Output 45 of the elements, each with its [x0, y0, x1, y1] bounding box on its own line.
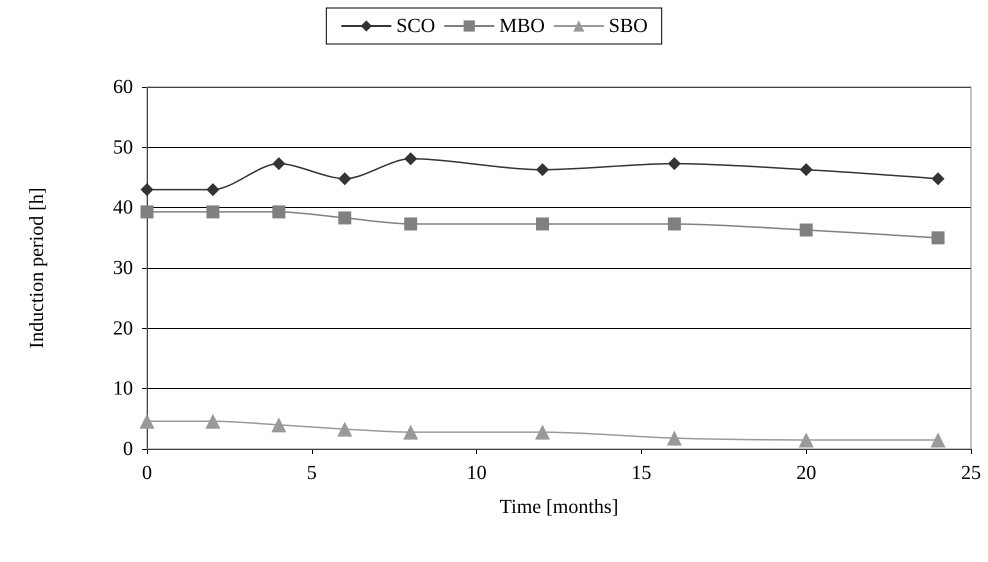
x-tick-label: 15 — [631, 462, 652, 484]
x-tick-label: 25 — [961, 462, 981, 484]
x-tick-label: 0 — [142, 462, 152, 484]
point — [140, 183, 154, 196]
point — [403, 424, 418, 440]
y-tick-label: 10 — [113, 378, 133, 400]
legend-label: SCO — [396, 15, 436, 37]
point — [536, 217, 550, 230]
point — [338, 172, 352, 186]
point — [800, 223, 813, 236]
x-axis-title: Time [months] — [500, 496, 618, 518]
point — [666, 430, 682, 446]
x-tick-label: 5 — [306, 462, 317, 484]
point — [206, 205, 220, 218]
point — [140, 205, 154, 218]
point — [798, 432, 814, 448]
x-tick-label: 10 — [466, 462, 487, 484]
legend-label: MBO — [499, 15, 545, 37]
point — [404, 217, 418, 230]
y-tick-label: 60 — [113, 76, 133, 98]
y-tick-label: 30 — [113, 257, 133, 279]
point — [932, 172, 945, 186]
point — [272, 205, 286, 218]
point — [272, 157, 286, 170]
y-tick-label: 40 — [113, 196, 133, 219]
point — [206, 183, 220, 196]
point — [271, 417, 286, 432]
legend-label: SBO — [608, 15, 648, 37]
point — [404, 152, 418, 166]
point — [930, 432, 946, 448]
y-tick-label: 20 — [113, 317, 133, 340]
x-tick-label: 20 — [796, 462, 816, 484]
point — [535, 424, 550, 440]
point — [668, 217, 681, 230]
y-axis-title: Induction period [h] — [26, 187, 48, 349]
point — [668, 157, 681, 170]
point — [932, 231, 945, 244]
point — [338, 211, 352, 224]
point — [337, 422, 352, 437]
point — [205, 414, 220, 429]
point — [800, 163, 813, 176]
point — [140, 414, 154, 429]
y-tick-label: 50 — [113, 136, 133, 158]
y-tick-label: 0 — [123, 438, 133, 460]
point — [536, 163, 550, 176]
